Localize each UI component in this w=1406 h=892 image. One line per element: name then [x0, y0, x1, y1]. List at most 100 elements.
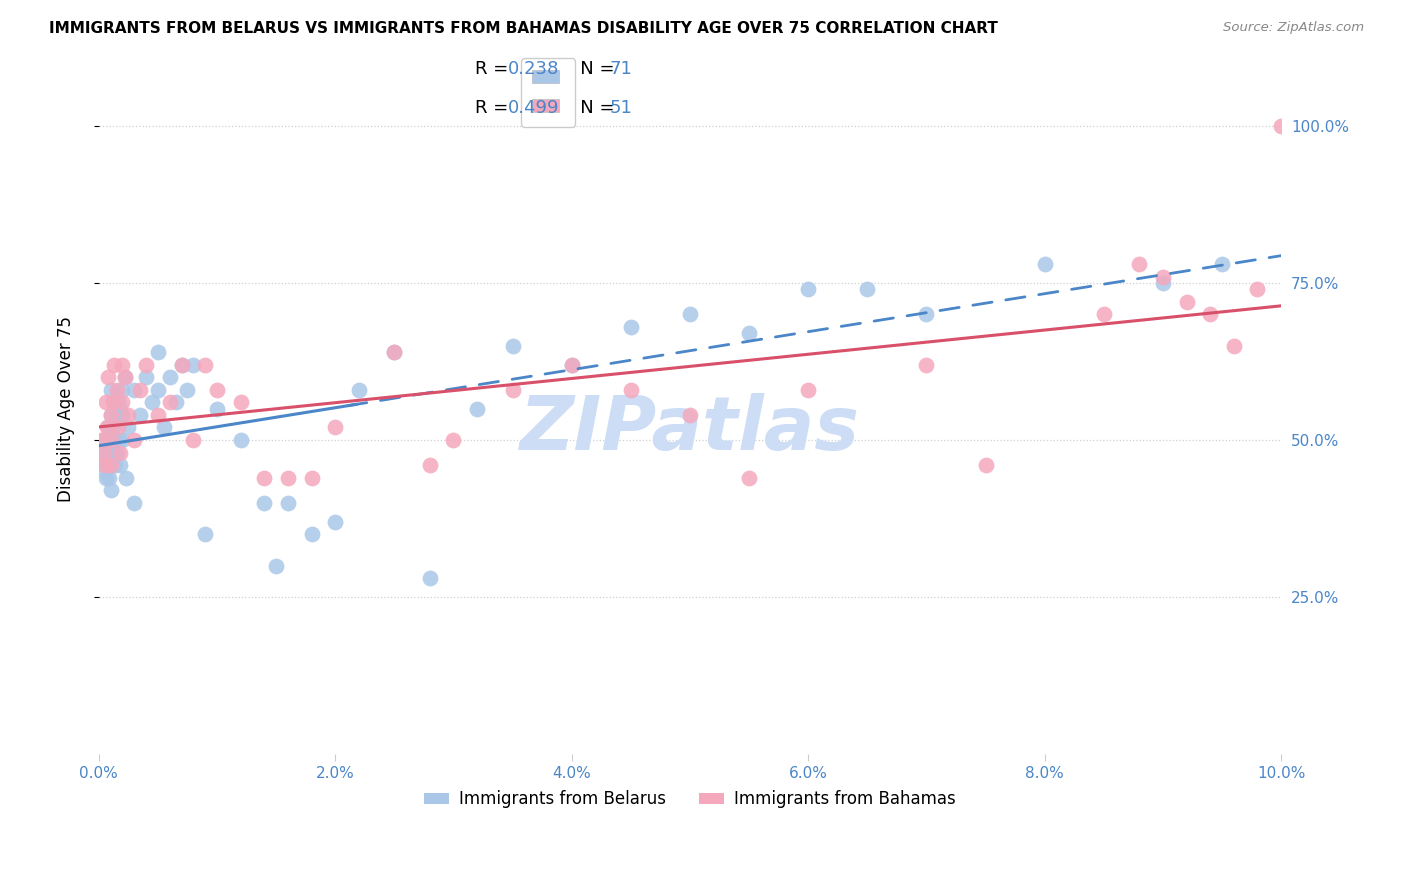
- Text: 0.238: 0.238: [508, 60, 560, 78]
- Point: [117, 408, 139, 422]
- Point: [96, 458, 118, 472]
- Point: [229, 433, 252, 447]
- Point: [561, 358, 583, 372]
- Point: [301, 527, 323, 541]
- Point: [111, 408, 134, 422]
- Point: [97, 445, 120, 459]
- Point: [135, 358, 157, 372]
- Point: [93, 433, 115, 447]
- Point: [159, 370, 181, 384]
- Point: [194, 527, 217, 541]
- Point: [93, 445, 115, 459]
- Point: [194, 358, 217, 372]
- Point: [101, 395, 124, 409]
- Point: [97, 370, 120, 384]
- Y-axis label: Disability Age Over 75: Disability Age Over 75: [58, 316, 75, 501]
- Point: [1199, 307, 1222, 321]
- Text: ZIPatlas: ZIPatlas: [520, 392, 860, 466]
- Point: [97, 420, 120, 434]
- Point: [129, 383, 152, 397]
- Text: Source: ZipAtlas.com: Source: ZipAtlas.com: [1223, 21, 1364, 34]
- Point: [141, 395, 163, 409]
- Point: [104, 458, 127, 472]
- Text: 71: 71: [610, 60, 633, 78]
- Point: [738, 326, 761, 341]
- Point: [94, 395, 117, 409]
- Point: [465, 401, 488, 416]
- Point: [915, 307, 938, 321]
- Point: [229, 395, 252, 409]
- Text: 0.499: 0.499: [508, 99, 560, 117]
- Point: [264, 558, 287, 573]
- Point: [146, 383, 169, 397]
- Point: [103, 395, 125, 409]
- Point: [1033, 257, 1056, 271]
- Point: [100, 433, 122, 447]
- Text: R =: R =: [475, 99, 513, 117]
- Point: [1175, 294, 1198, 309]
- Point: [90, 433, 112, 447]
- Point: [146, 408, 169, 422]
- Point: [253, 471, 276, 485]
- Point: [679, 307, 702, 321]
- Point: [111, 383, 134, 397]
- Point: [205, 383, 228, 397]
- Point: [105, 445, 128, 459]
- Point: [277, 471, 299, 485]
- Point: [100, 383, 122, 397]
- Point: [105, 383, 128, 397]
- Point: [117, 420, 139, 434]
- Point: [419, 571, 441, 585]
- Point: [1152, 276, 1174, 290]
- Text: IMMIGRANTS FROM BELARUS VS IMMIGRANTS FROM BAHAMAS DISABILITY AGE OVER 75 CORREL: IMMIGRANTS FROM BELARUS VS IMMIGRANTS FR…: [49, 21, 998, 36]
- Point: [122, 383, 145, 397]
- Point: [974, 458, 997, 472]
- Point: [502, 383, 524, 397]
- Point: [170, 358, 193, 372]
- Point: [915, 358, 938, 372]
- Point: [1128, 257, 1150, 271]
- Point: [419, 458, 441, 472]
- Point: [176, 383, 198, 397]
- Point: [94, 451, 117, 466]
- Point: [122, 496, 145, 510]
- Text: N =: N =: [564, 60, 620, 78]
- Point: [93, 445, 115, 459]
- Point: [1211, 257, 1233, 271]
- Point: [100, 458, 122, 472]
- Point: [96, 433, 118, 447]
- Point: [1092, 307, 1115, 321]
- Point: [679, 408, 702, 422]
- Point: [93, 458, 115, 472]
- Point: [183, 433, 205, 447]
- Point: [382, 345, 405, 359]
- Point: [797, 282, 820, 296]
- Point: [620, 383, 643, 397]
- Point: [323, 515, 346, 529]
- Point: [1223, 339, 1246, 353]
- Point: [347, 383, 370, 397]
- Point: [443, 433, 465, 447]
- Point: [96, 420, 118, 434]
- Text: R =: R =: [475, 60, 513, 78]
- Legend: Immigrants from Belarus, Immigrants from Bahamas: Immigrants from Belarus, Immigrants from…: [418, 784, 963, 815]
- Point: [135, 370, 157, 384]
- Point: [183, 358, 205, 372]
- Point: [620, 320, 643, 334]
- Point: [1270, 119, 1292, 133]
- Point: [101, 445, 124, 459]
- Point: [100, 408, 122, 422]
- Point: [114, 370, 136, 384]
- Point: [856, 282, 879, 296]
- Point: [103, 358, 125, 372]
- Point: [1246, 282, 1268, 296]
- Point: [170, 358, 193, 372]
- Point: [502, 339, 524, 353]
- Point: [91, 439, 114, 453]
- Point: [153, 420, 176, 434]
- Point: [94, 471, 117, 485]
- Point: [1152, 269, 1174, 284]
- Point: [797, 383, 820, 397]
- Point: [90, 451, 112, 466]
- Point: [108, 445, 131, 459]
